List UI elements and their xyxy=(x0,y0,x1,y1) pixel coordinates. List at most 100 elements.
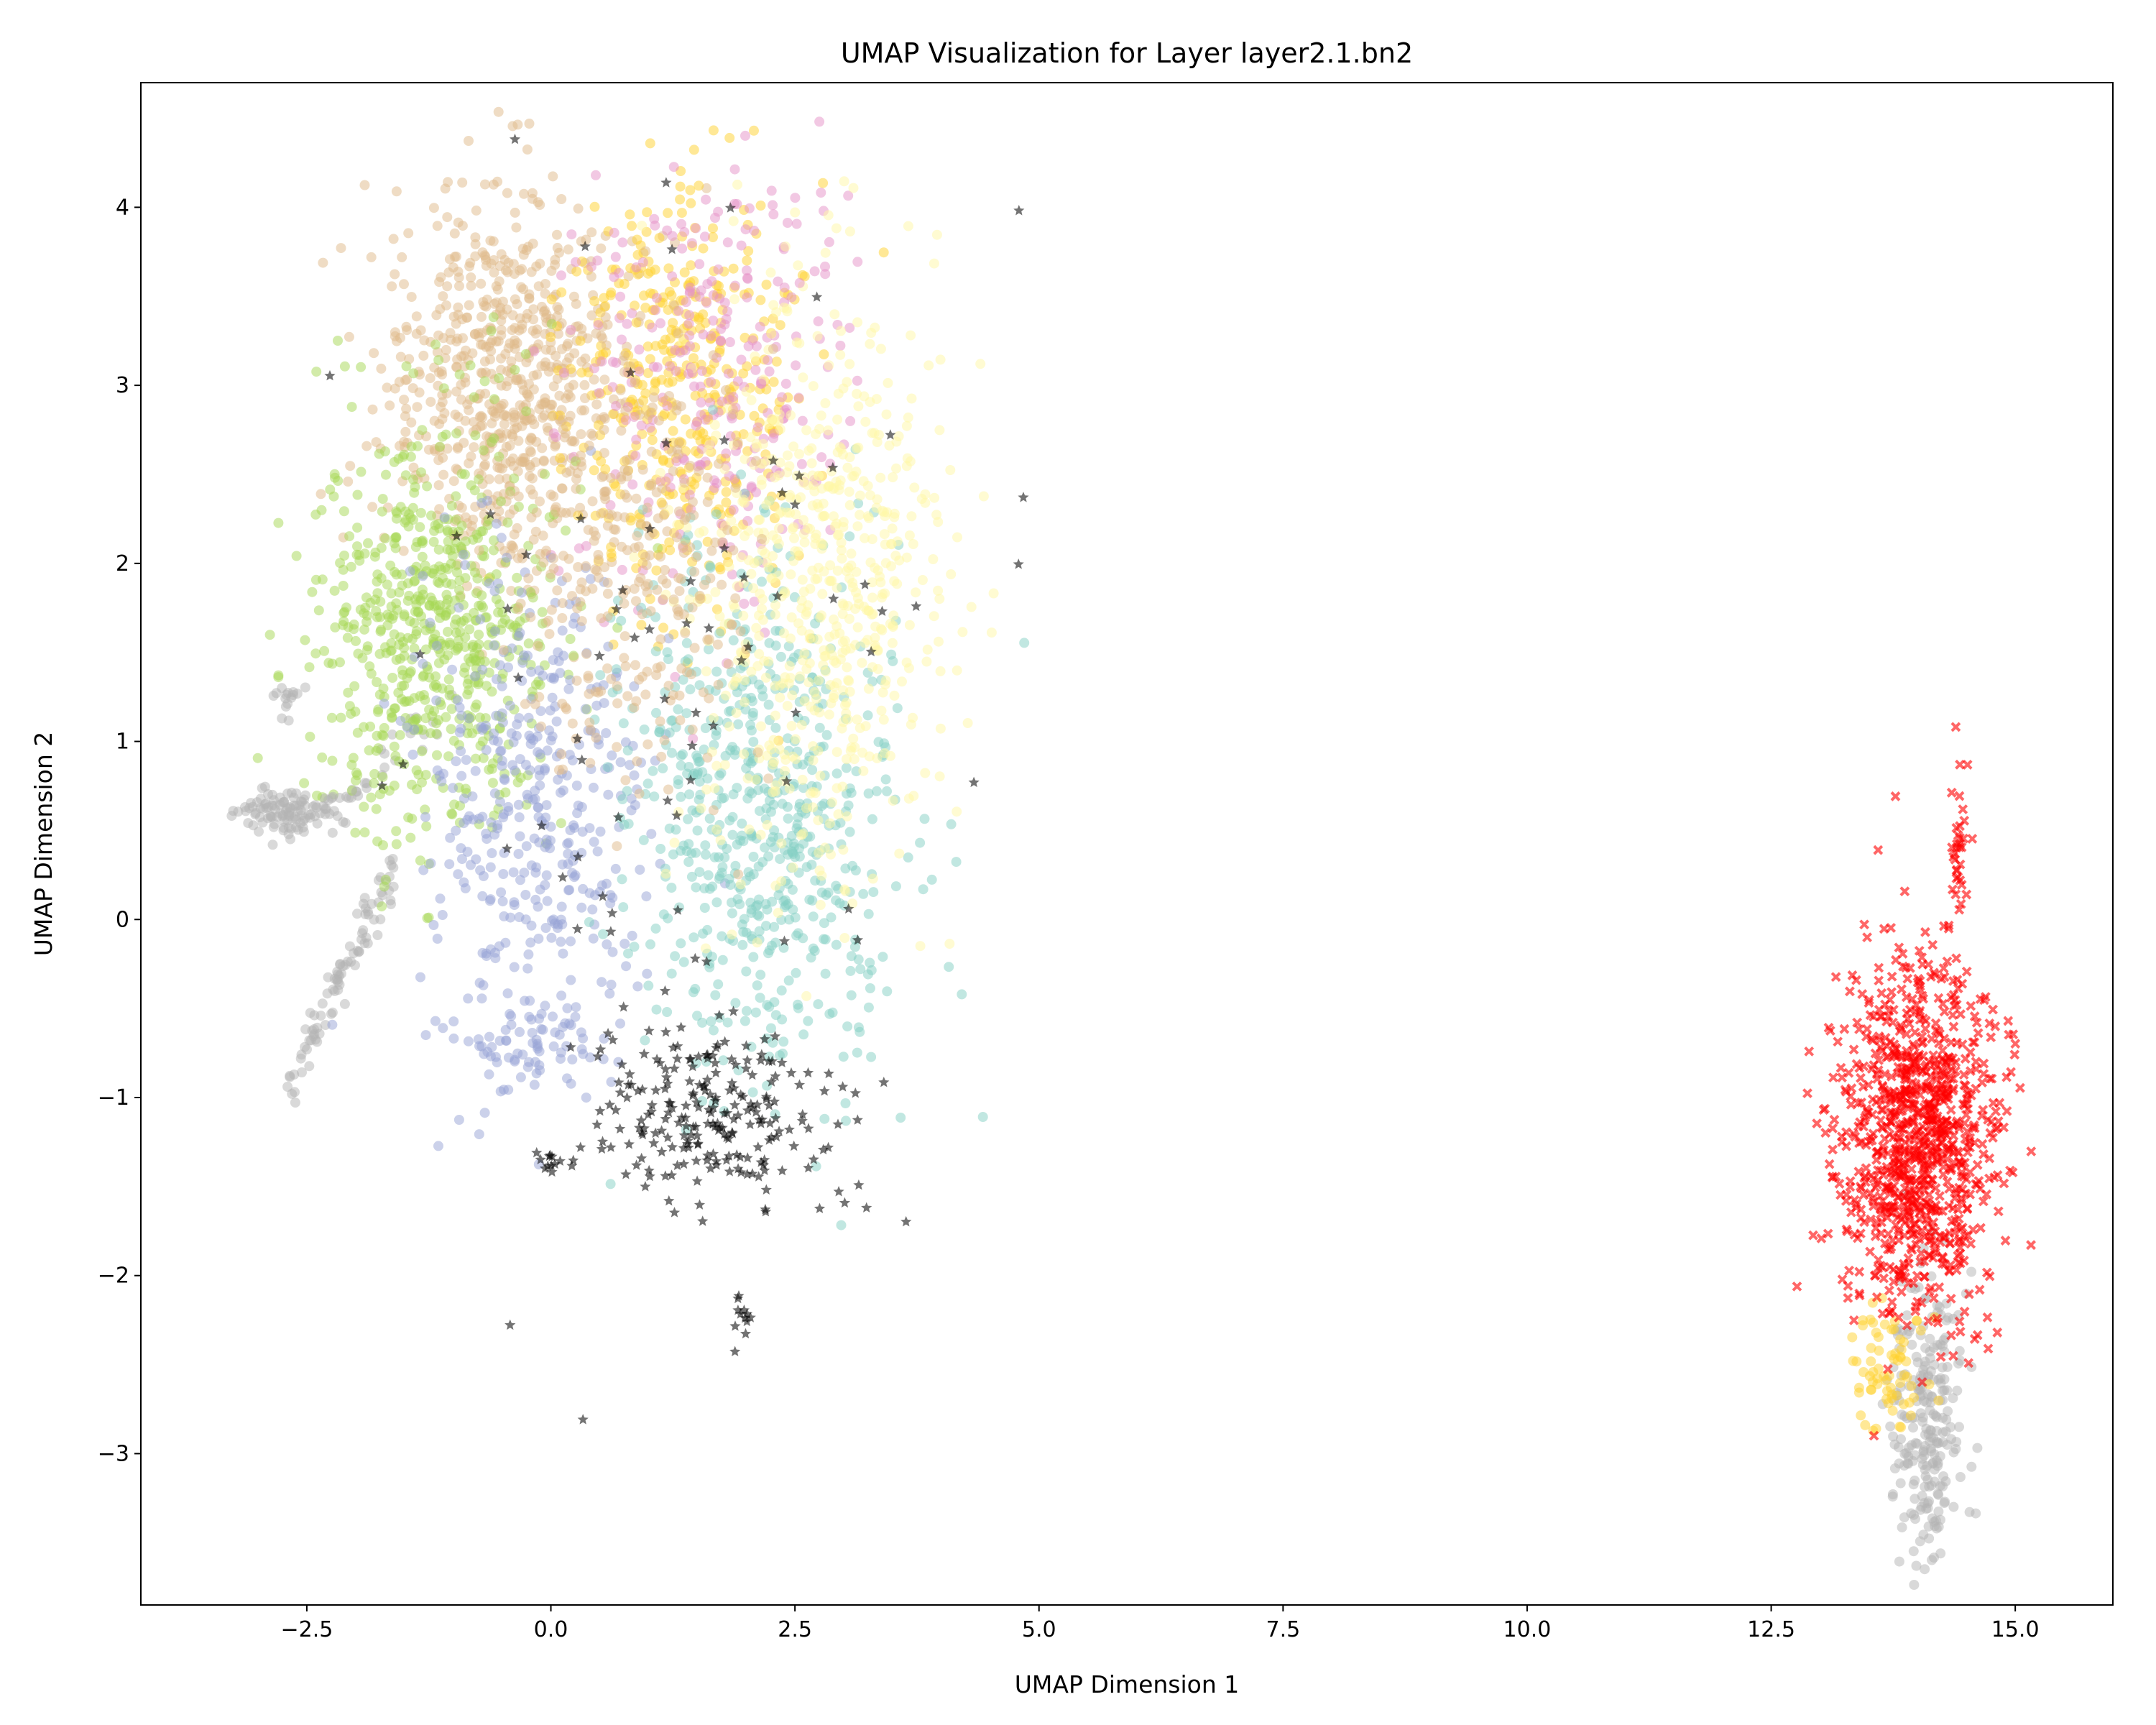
circle-point xyxy=(664,286,675,297)
circle-point xyxy=(576,577,587,588)
circle-point xyxy=(464,713,474,724)
circle-point xyxy=(447,664,458,675)
circle-point xyxy=(1915,1325,1926,1336)
circle-point xyxy=(622,466,633,476)
circle-point xyxy=(600,312,611,323)
circle-point xyxy=(806,443,817,454)
circle-point xyxy=(724,337,735,347)
circle-point xyxy=(453,602,464,613)
circle-point xyxy=(300,1024,311,1035)
circle-point xyxy=(505,489,515,500)
circle-point xyxy=(766,806,776,817)
circle-point xyxy=(485,354,495,365)
circle-point xyxy=(635,310,646,321)
circle-point xyxy=(597,333,608,344)
circle-point xyxy=(484,1069,494,1080)
circle-point xyxy=(431,640,442,651)
circle-point xyxy=(425,858,436,869)
circle-point xyxy=(711,760,722,771)
circle-point xyxy=(557,483,568,494)
circle-point xyxy=(528,592,538,603)
circle-point xyxy=(1908,1479,1919,1490)
circle-point xyxy=(429,362,440,373)
circle-point xyxy=(808,741,819,752)
x-point xyxy=(1834,1178,1845,1189)
circle-point xyxy=(557,598,568,609)
circle-point xyxy=(793,999,803,1010)
circle-point xyxy=(428,203,439,213)
circle-point xyxy=(1866,1343,1876,1353)
circle-point xyxy=(1911,1315,1922,1326)
circle-point xyxy=(934,425,945,436)
circle-point xyxy=(619,512,630,523)
circle-point xyxy=(824,236,834,247)
circle-point xyxy=(688,353,699,364)
circle-point xyxy=(671,824,681,835)
circle-point xyxy=(487,1041,497,1052)
circle-point xyxy=(665,333,676,344)
circle-point xyxy=(742,773,753,784)
circle-point xyxy=(548,1041,559,1052)
circle-point xyxy=(1873,1332,1884,1343)
circle-point xyxy=(646,829,657,840)
circle-point xyxy=(755,721,766,732)
circle-point xyxy=(393,454,404,464)
circle-point xyxy=(724,132,735,143)
circle-point xyxy=(498,812,509,823)
circle-point xyxy=(638,834,649,845)
circle-point xyxy=(908,539,918,549)
circle-point xyxy=(329,806,339,816)
circle-point xyxy=(591,170,601,180)
circle-point xyxy=(443,751,454,762)
circle-point xyxy=(352,908,362,919)
x-point xyxy=(1848,1044,1859,1055)
circle-point xyxy=(675,181,686,192)
circle-point xyxy=(770,710,780,721)
circle-point xyxy=(550,351,561,361)
circle-point xyxy=(875,344,886,354)
circle-point xyxy=(372,677,382,687)
circle-point xyxy=(359,827,370,838)
circle-point xyxy=(696,397,706,408)
circle-point xyxy=(815,612,826,623)
circle-point xyxy=(863,908,874,919)
circle-point xyxy=(397,580,407,591)
circle-point xyxy=(442,525,453,535)
circle-point xyxy=(591,732,602,743)
circle-point xyxy=(783,813,793,824)
circle-point xyxy=(748,852,759,862)
circle-point xyxy=(778,1048,788,1059)
circle-point xyxy=(699,579,709,590)
circle-point xyxy=(713,264,724,275)
circle-point xyxy=(438,1023,448,1034)
circle-point xyxy=(295,818,306,829)
circle-point xyxy=(596,613,607,624)
circle-point xyxy=(295,796,306,807)
circle-point xyxy=(379,762,390,773)
circle-point xyxy=(530,868,541,878)
circle-point xyxy=(673,506,684,517)
circle-point xyxy=(839,635,850,646)
circle-point xyxy=(531,507,542,518)
circle-point xyxy=(602,319,613,330)
circle-point xyxy=(458,333,468,344)
circle-point xyxy=(277,683,287,694)
circle-point xyxy=(461,345,471,356)
circle-point xyxy=(691,552,701,563)
circle-point xyxy=(627,930,637,941)
circle-point xyxy=(746,569,757,579)
circle-point xyxy=(540,279,550,289)
circle-point xyxy=(481,745,492,755)
circle-point xyxy=(540,288,550,299)
circle-point xyxy=(731,707,742,718)
circle-point xyxy=(694,180,704,191)
circle-point xyxy=(768,209,779,220)
circle-point xyxy=(494,451,505,462)
circle-point xyxy=(538,557,549,568)
circle-point xyxy=(622,455,632,465)
circle-point xyxy=(768,344,778,354)
circle-point xyxy=(441,712,451,722)
circle-point xyxy=(1899,1448,1910,1459)
circle-point xyxy=(421,821,432,832)
circle-point xyxy=(461,783,471,794)
